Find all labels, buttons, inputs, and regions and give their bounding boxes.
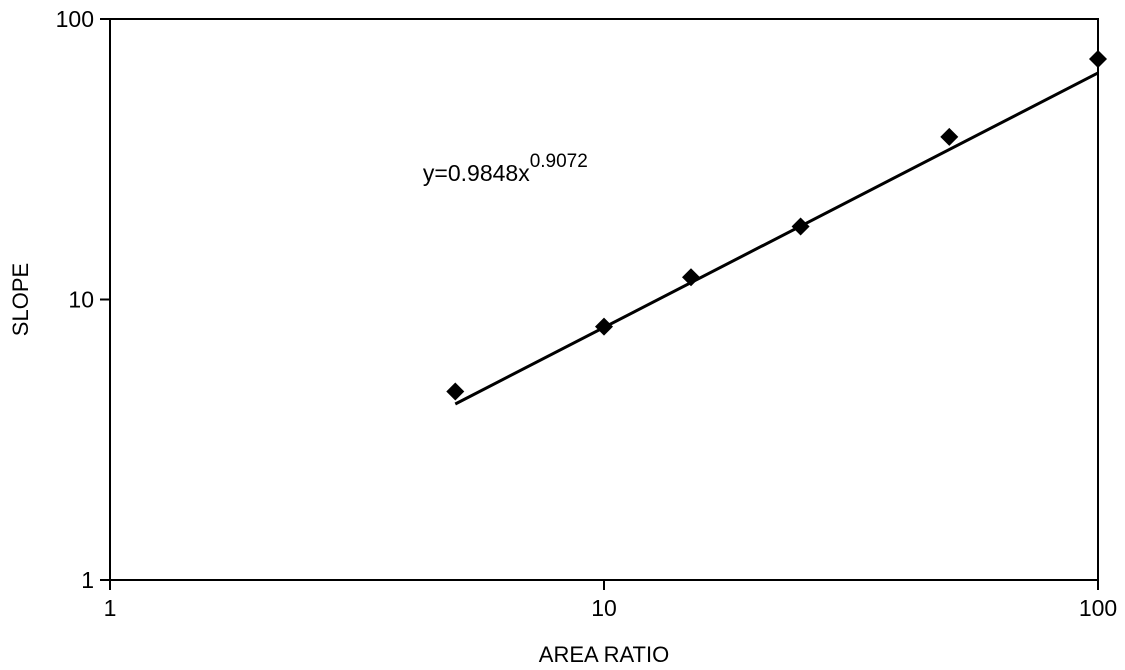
label-group: 1 10 100 1 10 100 — [56, 6, 1118, 621]
trendline-group — [454, 71, 1099, 406]
plot-area-frame — [109, 18, 1099, 581]
trendline — [454, 71, 1099, 406]
x-axis-label: AREA RATIO — [539, 642, 669, 667]
tick-group — [100, 18, 1099, 590]
data-point — [595, 317, 613, 336]
y-tick-label: 10 — [68, 287, 94, 313]
y-axis-label: SLOPE — [8, 263, 33, 336]
equation-exponent: 0.9072 — [530, 151, 588, 172]
data-point — [681, 268, 700, 287]
data-point — [791, 217, 810, 236]
data-point — [446, 382, 465, 401]
data-points-group — [446, 50, 1107, 401]
trendline-equation: y=0.9848x0.9072 — [423, 151, 588, 186]
x-tick-label: 10 — [591, 595, 617, 621]
y-tick-label: 1 — [81, 567, 94, 593]
x-tick-label: 100 — [1079, 595, 1117, 621]
equation-base: y=0.9848x — [423, 160, 530, 186]
data-point — [940, 127, 959, 146]
x-tick-label: 1 — [104, 595, 117, 621]
y-tick-label: 100 — [56, 6, 94, 32]
data-point — [1089, 50, 1107, 69]
